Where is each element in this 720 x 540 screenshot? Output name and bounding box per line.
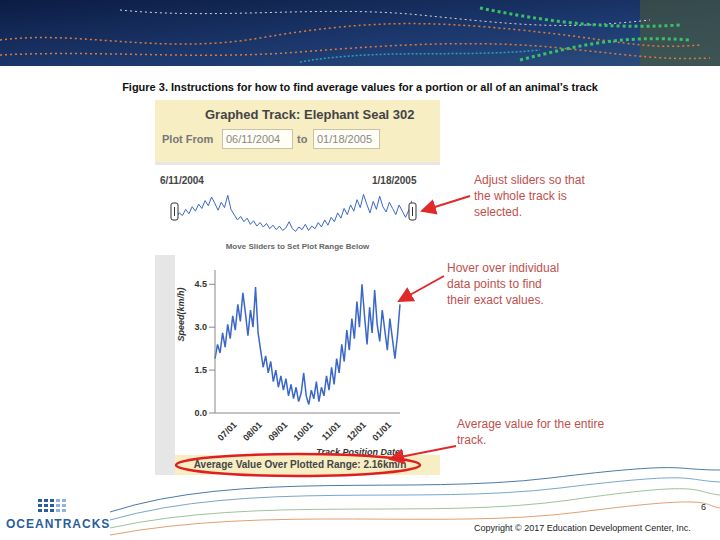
html-text:Graphed Track: Elephant Seal 3: Graphed Track: Elephant Seal 302	[205, 107, 415, 122]
html-text:Hover over individual: Hover over individual	[447, 261, 560, 275]
svg-text:09/01: 09/01	[266, 420, 289, 443]
svg-text:Track Position Date: Track Position Date	[316, 447, 400, 455]
html-text:track.: track.	[457, 433, 487, 447]
svg-text:Speed(km/h): Speed(km/h)	[176, 287, 186, 341]
html-text:data points to find: data points to find	[447, 277, 542, 291]
svg-text:08/01: 08/01	[241, 420, 264, 443]
html-text:Move Sliders to Set Plot Range: Move Sliders to Set Plot Range Below	[225, 242, 370, 251]
html-text:their exact values.: their exact values.	[447, 293, 544, 307]
html-text:Average Value Over Plotted Ran: Average Value Over Plotted Range: 2.16km…	[193, 459, 407, 470]
html-text:Copyright © 2017 Education Dev: Copyright © 2017 Education Development C…	[474, 523, 691, 533]
html-text:Average value for the entire: Average value for the entire	[457, 417, 605, 431]
html-text:1/18/2005: 1/18/2005	[372, 175, 417, 186]
html-text:6/11/2004: 6/11/2004	[160, 175, 204, 186]
svg-text:3.0: 3.0	[194, 322, 207, 332]
html-text:selected.: selected.	[474, 205, 522, 219]
html-text:the whole track is: the whole track is	[474, 189, 567, 203]
html-text:Figure 3. Instructions for how: Figure 3. Instructions for how to find a…	[122, 81, 598, 93]
html-text:01/18/2005: 01/18/2005	[317, 133, 373, 145]
svg-text:07/01: 07/01	[216, 420, 239, 443]
svg-text:1.5: 1.5	[194, 365, 207, 375]
html-text:Adjust sliders so that: Adjust sliders so that	[474, 173, 585, 187]
html-text:OCEANTRACKS: OCEANTRACKS	[6, 517, 111, 531]
html-text:to: to	[297, 133, 308, 145]
svg-text:10/01: 10/01	[292, 420, 315, 443]
html-text:6: 6	[701, 502, 706, 512]
svg-text:4.5: 4.5	[194, 279, 207, 289]
svg-text:12/01: 12/01	[345, 420, 368, 443]
html-text:Plot From: Plot From	[162, 133, 214, 145]
svg-text:11/01: 11/01	[320, 420, 343, 443]
svg-text:01/01: 01/01	[370, 420, 393, 443]
svg-text:0.0: 0.0	[194, 408, 207, 418]
html-text:06/11/2004: 06/11/2004	[226, 133, 281, 145]
